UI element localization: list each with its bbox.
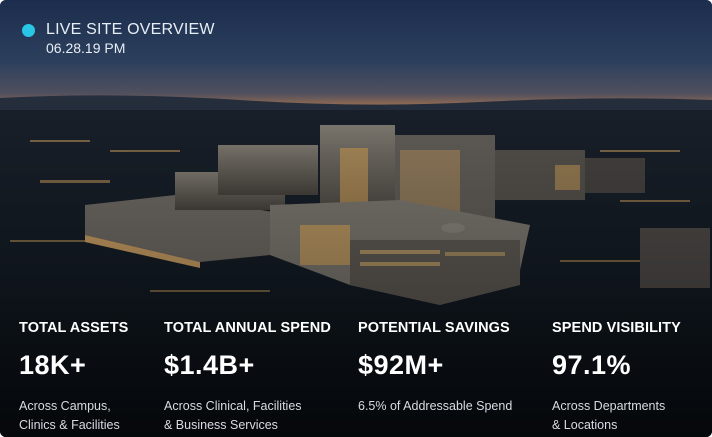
stat-label: POTENTIAL SAVINGS — [358, 320, 510, 336]
description-line: 6.5% of Addressable Spend — [358, 399, 513, 413]
live-indicator — [22, 24, 35, 37]
stat: SPEND VISIBILITY 97.1% Across Department… — [552, 320, 681, 435]
stat: TOTAL ASSETS 18K+ Across Campus, Clinics… — [19, 320, 128, 435]
description-line: Clinics & Facilities — [19, 418, 120, 432]
description-line: & Business Services — [164, 418, 278, 432]
stat-description: Across Departments & Locations — [552, 397, 681, 435]
stat-value: $92M+ — [358, 350, 444, 380]
stat: TOTAL ANNUAL SPEND $1.4B+ Across Clinica… — [164, 320, 331, 435]
description-line: Across Clinical, Facilities — [164, 399, 302, 413]
stat-description: Across Campus, Clinics & Facilities — [19, 397, 128, 435]
stat-value: 97.1% — [552, 350, 632, 380]
header-title: LIVE SITE OVERVIEW — [46, 21, 215, 38]
stat-description: 6.5% of Addressable Spend — [358, 397, 512, 416]
description-line: & Locations — [552, 418, 618, 432]
stat-label: SPEND VISIBILITY — [552, 320, 681, 336]
stat-label: TOTAL ANNUAL SPEND — [164, 320, 331, 336]
description-line: Across Campus, — [19, 399, 111, 413]
stat-description: Across Clinical, Facilities & Business S… — [164, 397, 331, 435]
stat-value: $1.4B+ — [164, 350, 255, 380]
stat: POTENTIAL SAVINGS $92M+ 6.5% of Addressa… — [358, 320, 512, 416]
stat-value: 18K+ — [19, 350, 87, 380]
description-line: Across Departments — [552, 399, 666, 413]
stat-label: TOTAL ASSETS — [19, 320, 129, 336]
header-timestamp: 06.28.19 PM — [46, 40, 126, 56]
